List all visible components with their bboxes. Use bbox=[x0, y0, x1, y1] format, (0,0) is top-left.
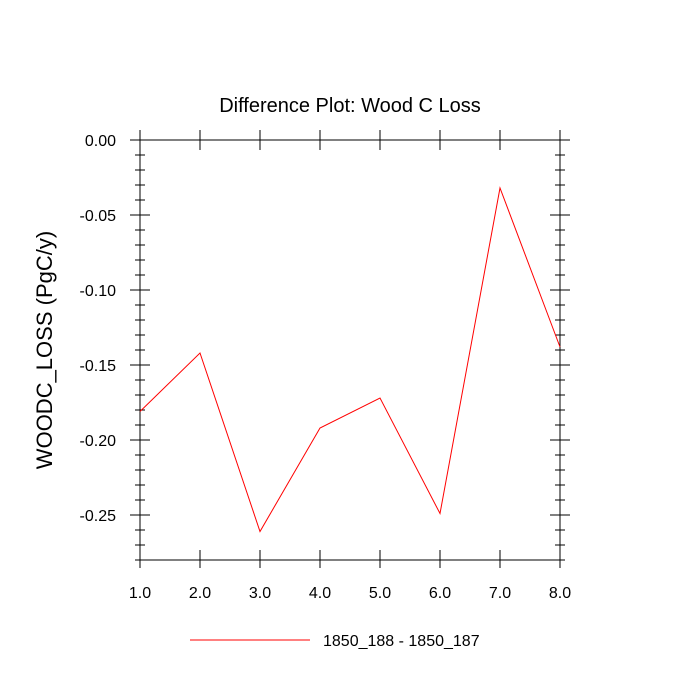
series-layer bbox=[139, 186, 561, 533]
y-tick-label: -0.25 bbox=[80, 508, 117, 525]
y-tick-label: -0.10 bbox=[80, 283, 117, 300]
chart-title: Difference Plot: Wood C Loss bbox=[219, 95, 481, 117]
x-tick-label: 2.0 bbox=[189, 585, 211, 602]
legend: 1850_188 - 1850_187 bbox=[190, 633, 480, 650]
series-line bbox=[139, 186, 561, 533]
y-tick-label: -0.15 bbox=[80, 358, 117, 375]
axis-ticks bbox=[130, 130, 570, 568]
y-tick-labels: 0.00 -0.05 -0.10 -0.15 -0.20 -0.25 bbox=[80, 133, 117, 525]
legend-label: 1850_188 - 1850_187 bbox=[323, 633, 480, 650]
x-tick-labels: 1.0 2.0 3.0 4.0 5.0 6.0 7.0 8.0 bbox=[129, 585, 571, 602]
x-tick-label: 6.0 bbox=[429, 585, 451, 602]
x-tick-label: 8.0 bbox=[549, 585, 571, 602]
x-tick-label: 1.0 bbox=[129, 585, 151, 602]
x-tick-label: 7.0 bbox=[489, 585, 511, 602]
y-tick-label: 0.00 bbox=[85, 133, 116, 150]
x-tick-label: 5.0 bbox=[369, 585, 391, 602]
y-tick-label: -0.05 bbox=[80, 208, 117, 225]
y-axis-label: WOODC_LOSS (PgC/y) bbox=[32, 231, 57, 469]
x-tick-label: 4.0 bbox=[309, 585, 331, 602]
y-tick-label: -0.20 bbox=[80, 433, 117, 450]
x-tick-label: 3.0 bbox=[249, 585, 271, 602]
